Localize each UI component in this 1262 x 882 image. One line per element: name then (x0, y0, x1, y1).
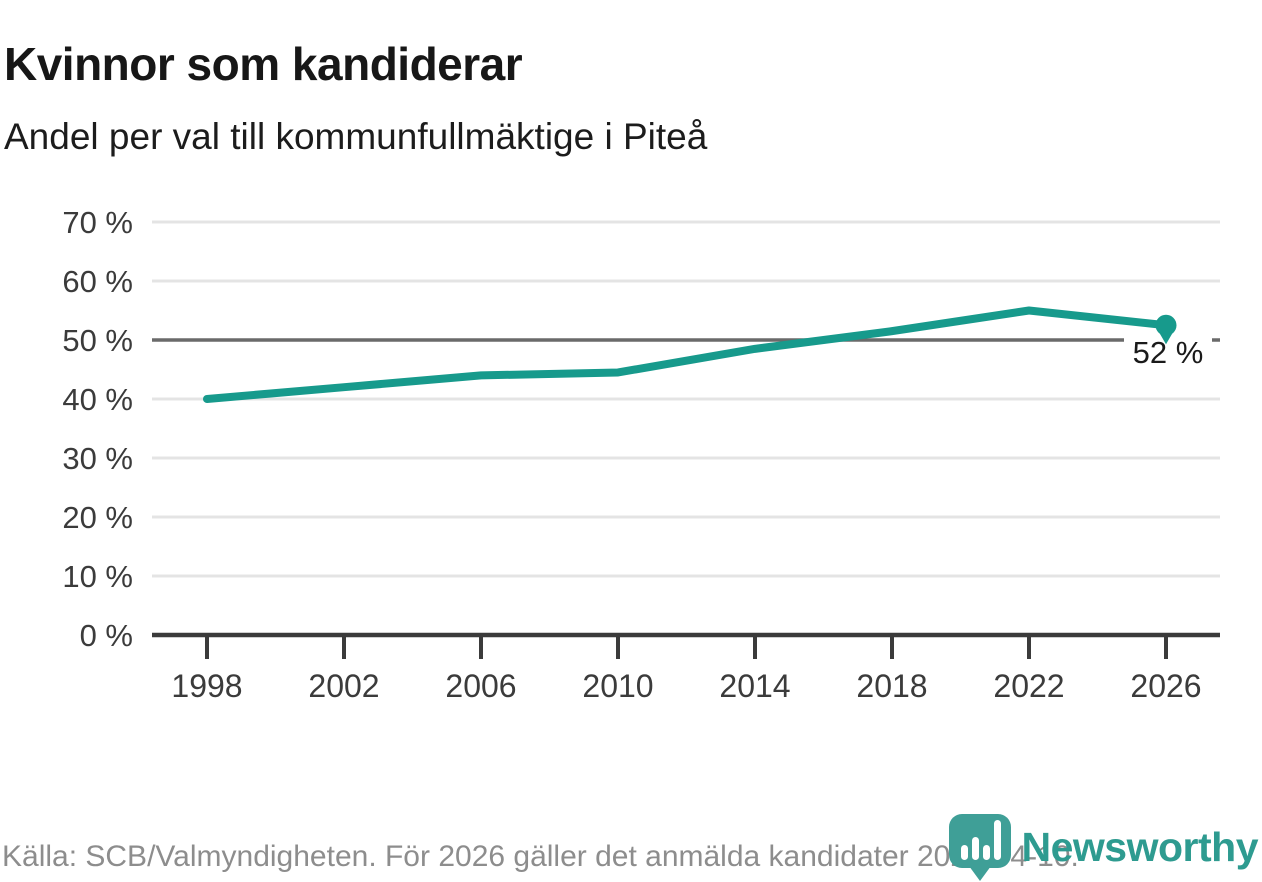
x-axis-tick-label: 2010 (582, 668, 653, 704)
x-axis-tick-label: 2006 (445, 668, 516, 704)
page-title: Kvinnor som kandiderar (4, 37, 523, 90)
newsworthy-logo: Newsworthy (948, 812, 1259, 882)
page-subtitle: Andel per val till kommunfullmäktige i P… (4, 116, 708, 157)
y-axis-tick-label: 20 % (62, 500, 133, 535)
y-axis-tick-label: 40 % (62, 382, 133, 417)
y-axis-tick-label: 70 % (62, 205, 133, 240)
x-axis-tick-label: 2002 (308, 668, 379, 704)
x-axis-tick-label: 2022 (993, 668, 1064, 704)
newsworthy-wordmark: Newsworthy (1021, 823, 1259, 870)
value-label: 52 % (1133, 335, 1204, 370)
y-axis-tick-label: 30 % (62, 441, 133, 476)
value-label-halo (1124, 336, 1212, 369)
data-point-marker-tail (1159, 332, 1173, 345)
x-axis-tick-label: 2014 (719, 668, 790, 704)
y-axis-tick-label: 10 % (62, 559, 133, 594)
x-axis-tick-label: 2026 (1130, 668, 1201, 704)
x-axis-tick-label: 2018 (856, 668, 927, 704)
y-axis-tick-label: 0 % (80, 618, 133, 653)
line-chart: 0 % 10 % 20 % 30 % 40 % 50 % 60 % 70 % 1998 2002 2… (62, 205, 1220, 704)
data-point-marker (1155, 314, 1177, 336)
source-note: Källa: SCB/Valmyndigheten. För 2026 gäll… (2, 840, 1079, 873)
newsworthy-logo-icon (948, 814, 1011, 881)
x-axis-tick-label: 1998 (171, 668, 242, 704)
y-axis-tick-label: 60 % (62, 264, 133, 299)
data-line (203, 306, 1170, 403)
y-axis-tick-label: 50 % (62, 323, 133, 358)
